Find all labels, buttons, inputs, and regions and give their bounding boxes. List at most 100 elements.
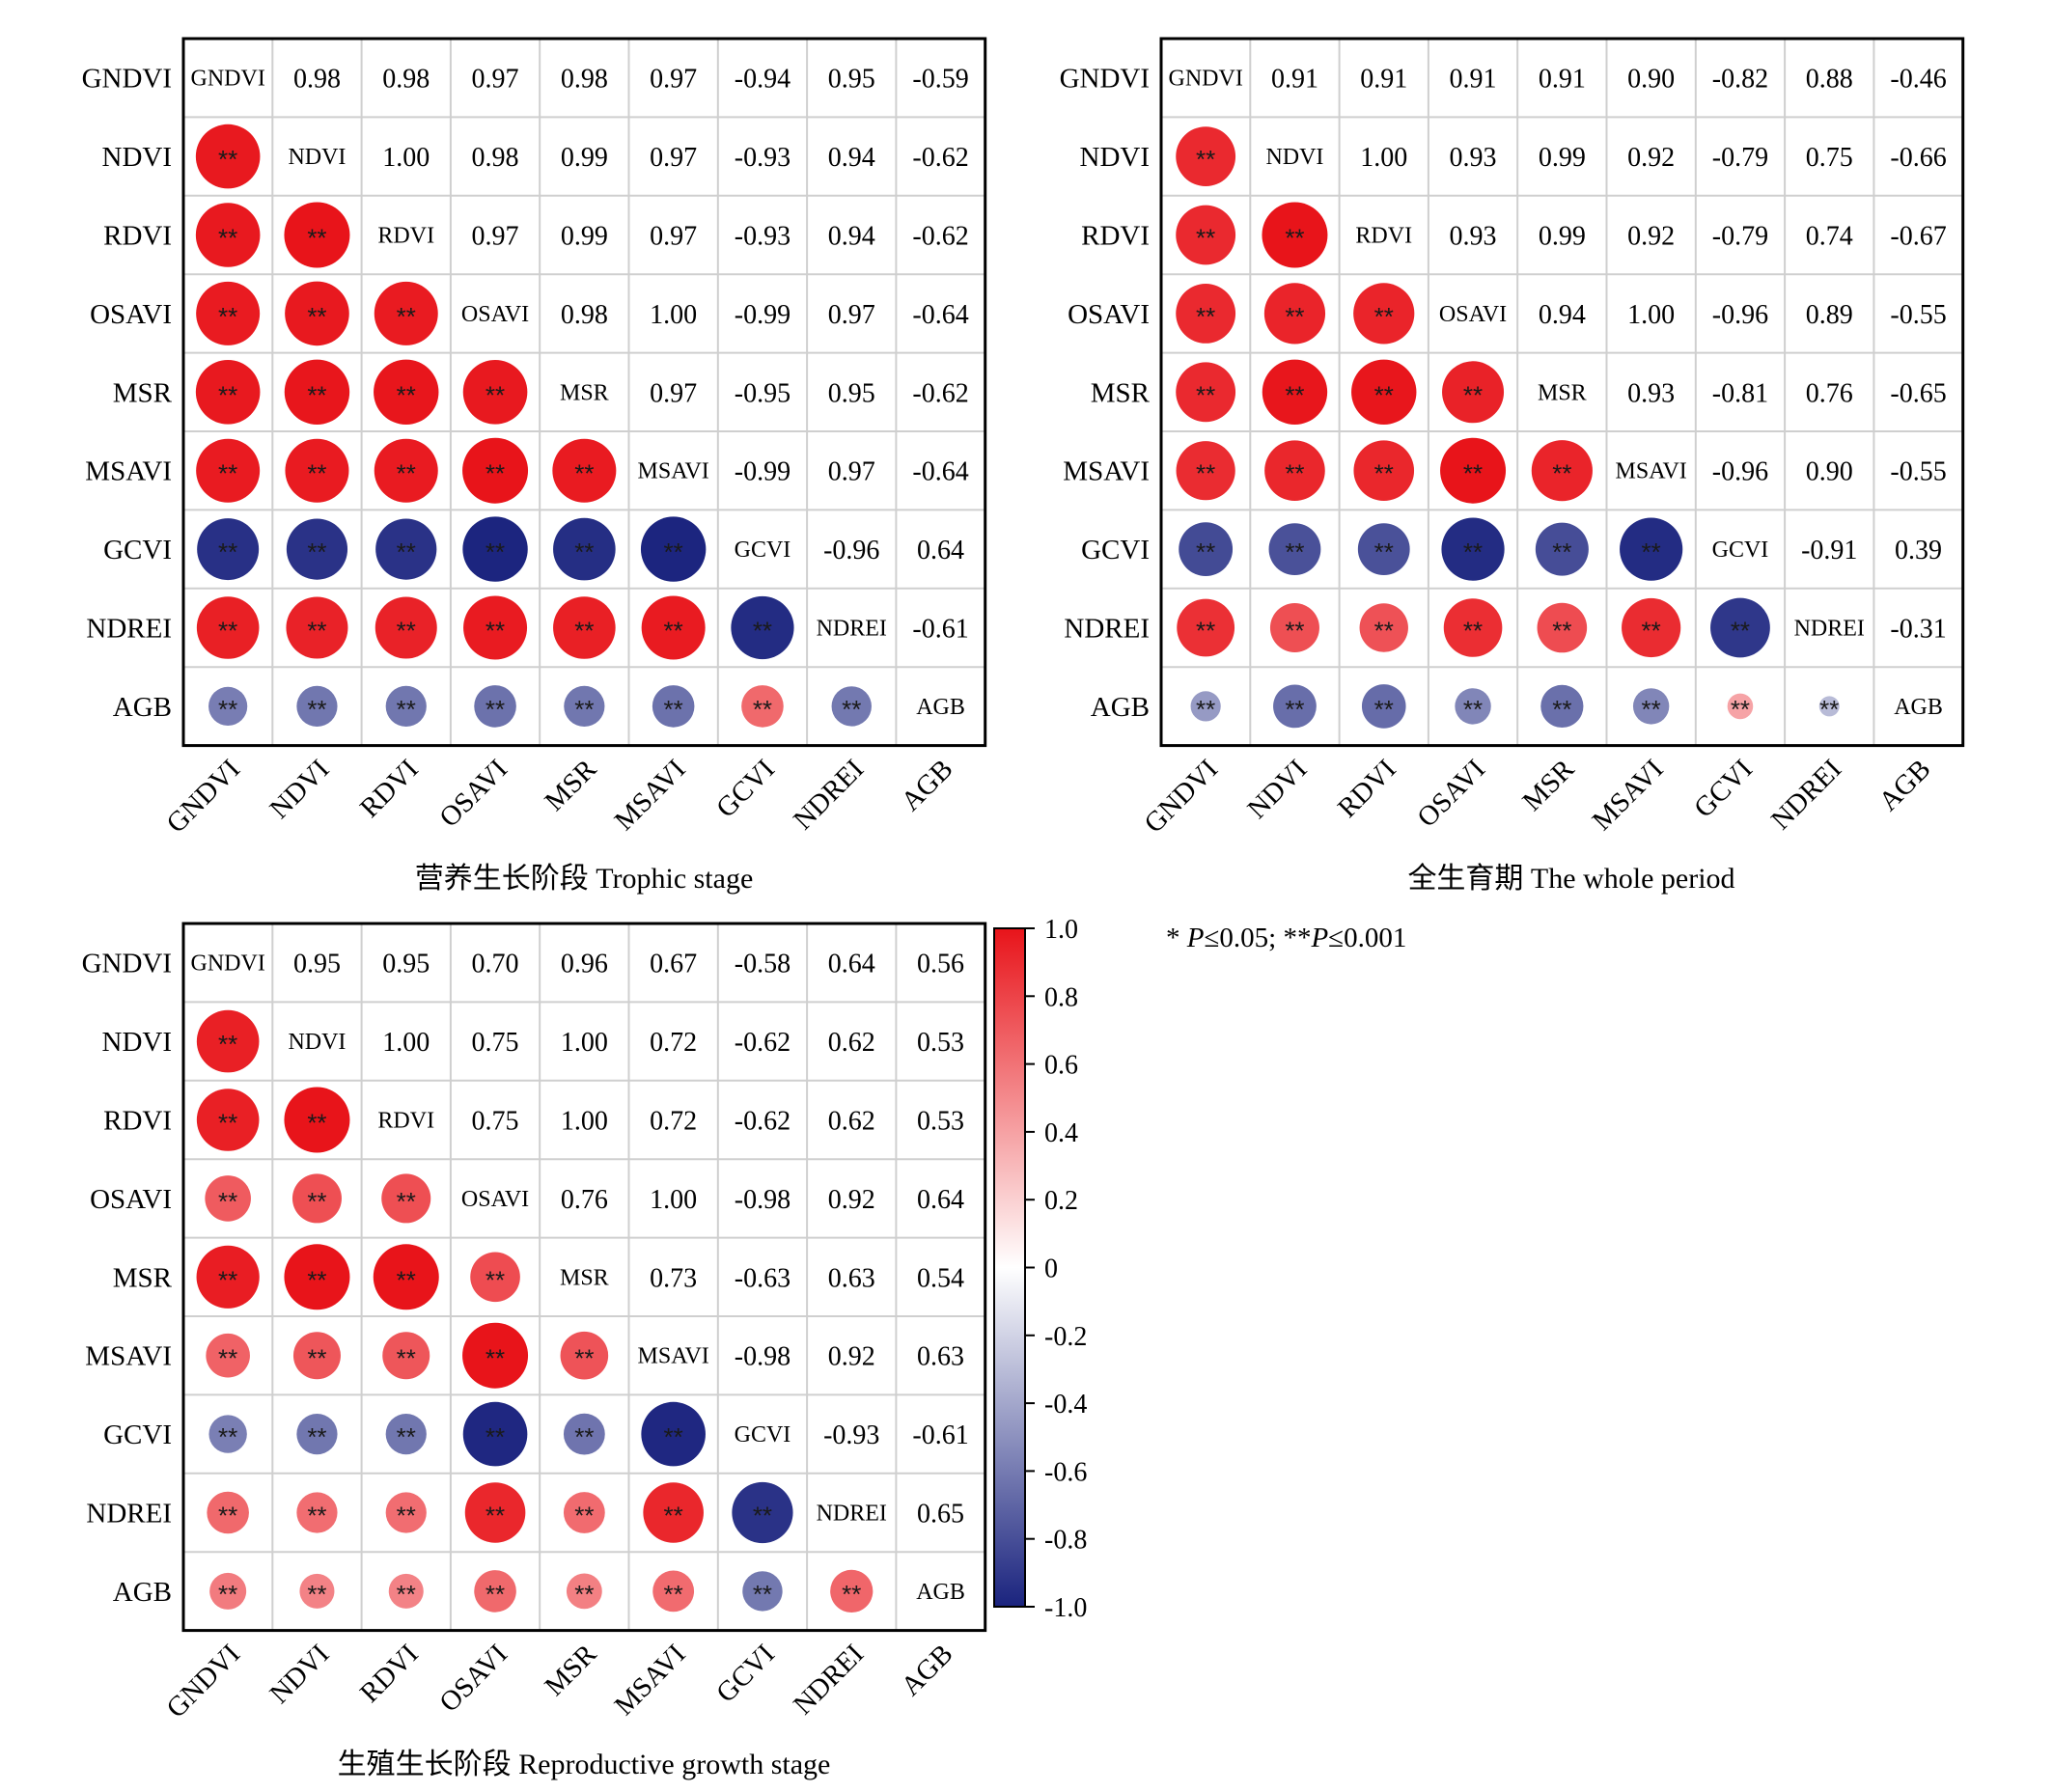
significance-mark: ** <box>486 380 505 409</box>
correlation-value: 0.97 <box>828 457 875 487</box>
correlation-circle <box>1357 523 1410 575</box>
diagonal-label: OSAVI <box>461 1187 529 1212</box>
significance-mark: ** <box>307 1265 326 1294</box>
significance-mark: ** <box>218 1344 237 1373</box>
panel-title: 营养生长阶段 Trophic stage <box>415 863 754 895</box>
correlation-circle <box>195 360 261 425</box>
correlation-circle <box>640 516 707 582</box>
correlation-circle <box>196 596 260 659</box>
correlation-value: -0.62 <box>912 222 968 252</box>
correlation-circle <box>1359 603 1408 652</box>
correlation-circle <box>207 1491 249 1534</box>
significance-mark: ** <box>574 1502 594 1530</box>
significance-mark: ** <box>307 538 326 566</box>
correlation-value: -0.63 <box>735 1263 791 1293</box>
correlation-circle <box>463 595 528 660</box>
significance-mark: ** <box>218 380 237 409</box>
significance-mark: ** <box>218 1502 237 1530</box>
correlation-circle <box>462 1322 529 1389</box>
correlation-circle <box>286 596 348 659</box>
correlation-circle <box>196 281 261 345</box>
diagonal-label: AGB <box>916 695 965 720</box>
x-tick-label: NDREI <box>788 754 870 836</box>
correlation-circle <box>563 1492 605 1533</box>
correlation-value: 0.99 <box>1539 222 1586 252</box>
significance-mark: ** <box>486 695 505 724</box>
y-tick-label: AGB <box>113 1577 172 1608</box>
significance-mark: ** <box>1463 380 1483 409</box>
significance-mark: ** <box>1374 538 1394 566</box>
correlation-circle <box>641 595 706 660</box>
correlation-value: 0.74 <box>1806 222 1853 252</box>
correlation-circle <box>641 1401 706 1467</box>
correlation-circle <box>1727 693 1754 720</box>
significance-mark: ** <box>307 1109 326 1138</box>
correlation-value: 0.63 <box>828 1263 875 1293</box>
y-tick-label: RDVI <box>103 1106 172 1137</box>
y-tick-label: NDVI <box>102 142 173 173</box>
significance-mark: ** <box>842 695 861 724</box>
correlation-circle <box>1818 696 1840 717</box>
correlation-value: 0.54 <box>917 1263 964 1293</box>
correlation-value: 0.97 <box>472 65 519 95</box>
diagonal-label: GNDVI <box>190 67 264 92</box>
correlation-circle <box>296 1414 338 1455</box>
correlation-value: 0.88 <box>1806 65 1853 95</box>
correlation-circle <box>462 360 528 425</box>
significance-mark: ** <box>1196 459 1215 488</box>
significance-mark: ** <box>218 1265 237 1294</box>
correlation-value: 0.99 <box>1539 143 1586 173</box>
significance-mark: ** <box>218 1109 237 1138</box>
significance-mark: ** <box>397 380 416 409</box>
significance-mark: ** <box>486 1502 505 1530</box>
correlation-value: 0.70 <box>472 950 519 979</box>
correlation-circle <box>1263 283 1326 345</box>
diagonal-label: GCVI <box>735 1422 791 1447</box>
significance-mark: ** <box>397 1187 416 1216</box>
significance-mark: ** <box>1196 538 1215 566</box>
x-tick-label: AGB <box>896 1639 959 1702</box>
significance-mark: ** <box>1731 695 1750 724</box>
correlation-circle <box>284 1087 350 1153</box>
correlation-value: 1.00 <box>1627 300 1675 330</box>
significance-mark: ** <box>1819 695 1839 724</box>
correlation-value: 0.97 <box>650 378 697 408</box>
correlation-value: -0.93 <box>735 222 791 252</box>
colorbar-tick-label: 1.0 <box>1044 915 1078 945</box>
significance-mark: ** <box>753 1580 772 1609</box>
significance-mark: ** <box>1196 302 1215 331</box>
correlation-value: 0.64 <box>917 536 964 565</box>
colorbar-gradient <box>993 927 1026 1608</box>
correlation-value: 0.93 <box>1450 143 1497 173</box>
significance-mark: ** <box>1731 617 1750 646</box>
correlation-circle <box>291 1173 342 1224</box>
significance-mark: ** <box>307 617 326 646</box>
diagonal-label: GNDVI <box>1168 67 1242 92</box>
significance-mark: ** <box>1642 538 1661 566</box>
correlation-value: -0.96 <box>823 536 879 565</box>
x-tick-label: AGB <box>1873 754 1937 817</box>
x-tick-label: OSAVI <box>433 754 513 834</box>
correlation-circle <box>830 1569 874 1613</box>
significance-mark: ** <box>218 145 237 174</box>
significance-mark: ** <box>1374 380 1394 409</box>
significance-mark: ** <box>1196 145 1215 174</box>
significance-mark: ** <box>1463 459 1483 488</box>
diagonal-label: AGB <box>916 1580 965 1605</box>
significance-mark: ** <box>1463 617 1483 646</box>
significance-mark: ** <box>1196 617 1215 646</box>
diagonal-label: NDREI <box>817 1502 887 1527</box>
y-tick-label: NDREI <box>86 1499 172 1530</box>
correlation-value: 0.56 <box>917 950 964 979</box>
significance-mark: ** <box>486 538 505 566</box>
correlation-panel-2: GNDVI 0.91 0.91 0.91 0.91 0.90 -0.82 0.88 -0.46 *… <box>1060 37 1965 895</box>
diagonal-label: MSAVI <box>638 459 709 484</box>
correlation-circle <box>285 281 349 346</box>
significance-mark: ** <box>397 1422 416 1451</box>
correlation-value: 0.97 <box>828 300 875 330</box>
significance-mark: ** <box>218 302 237 331</box>
correlation-circle <box>732 1481 793 1544</box>
correlation-circle <box>643 1482 704 1543</box>
diagonal-label: AGB <box>1894 695 1943 720</box>
